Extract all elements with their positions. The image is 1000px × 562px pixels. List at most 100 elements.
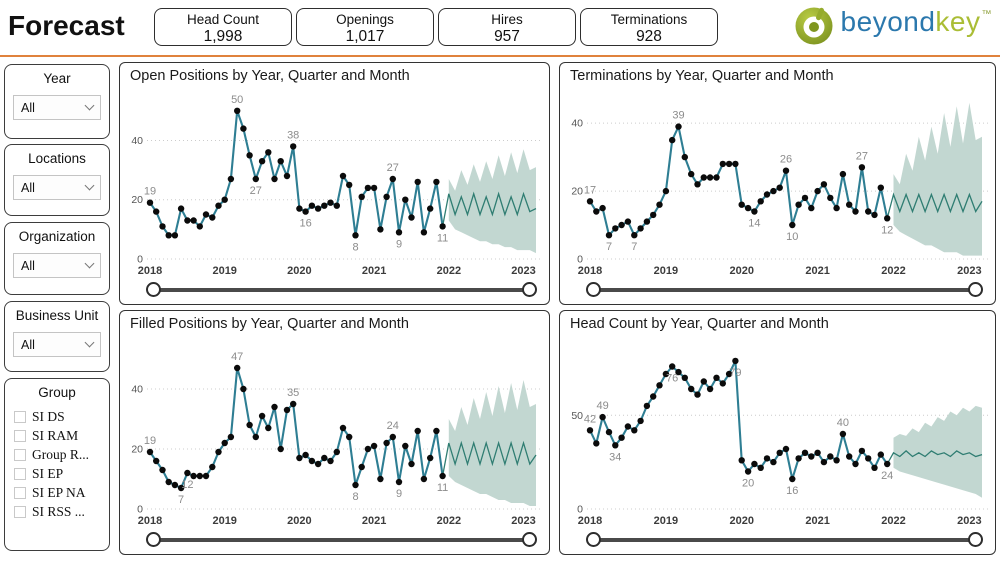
year-select[interactable]: All <box>13 95 101 120</box>
svg-text:2018: 2018 <box>138 265 162 277</box>
slider-handle-right[interactable] <box>522 282 537 297</box>
time-range-slider[interactable] <box>146 282 537 298</box>
svg-text:27: 27 <box>856 150 868 162</box>
chart-panel-open-positions: Open Positions by Year, Quarter and Mont… <box>119 62 550 305</box>
organization-select[interactable]: All <box>13 253 101 278</box>
terminations-chart: 0 20 40 2018 2019 2020 2021 2022 2023 17 7 7 39 14 26 1… <box>571 102 988 277</box>
svg-text:14: 14 <box>748 218 760 230</box>
svg-text:2019: 2019 <box>654 265 678 277</box>
svg-text:2023: 2023 <box>957 515 981 527</box>
group-checkbox-si-ep-na[interactable]: SI EP NA <box>5 483 109 502</box>
svg-text:7: 7 <box>631 241 637 253</box>
kpi-label: Openings <box>336 12 394 27</box>
svg-text:16: 16 <box>299 218 311 230</box>
chart-panel-filled-positions: Filled Positions by Year, Quarter and Mo… <box>119 310 550 555</box>
filter-card-business-unit: Business Unit All <box>4 301 110 372</box>
checkbox-icon[interactable] <box>14 467 26 480</box>
locations-select-value: All <box>21 180 35 195</box>
slider-handle-left[interactable] <box>586 532 601 547</box>
svg-text:2019: 2019 <box>654 515 678 527</box>
group-checkbox-si-ds[interactable]: SI DS <box>5 407 109 426</box>
svg-text:7: 7 <box>606 241 612 253</box>
svg-text:10: 10 <box>786 231 798 243</box>
svg-text:9: 9 <box>396 238 402 250</box>
slider-handle-right[interactable] <box>968 532 983 547</box>
svg-text:50: 50 <box>231 94 243 106</box>
svg-text:2018: 2018 <box>578 265 602 277</box>
svg-text:16: 16 <box>786 485 798 497</box>
filter-title: Group <box>38 385 76 400</box>
filled-positions-chart: 0 20 40 2018 2019 2020 2021 2022 2023 19 7 12 47 35 8 2… <box>131 351 542 527</box>
group-checkbox-si-rss[interactable]: SI RSS ... <box>5 502 109 521</box>
checkbox-icon[interactable] <box>14 410 26 423</box>
svg-text:40: 40 <box>837 417 849 429</box>
kpi-card-openings: Openings 1,017 <box>296 8 434 46</box>
brand-logo: beyondkey™ <box>794 5 992 45</box>
svg-text:35: 35 <box>287 387 299 399</box>
checkbox-icon[interactable] <box>14 505 26 518</box>
locations-select[interactable]: All <box>13 175 101 200</box>
svg-text:19: 19 <box>144 186 156 198</box>
chevron-down-icon <box>84 180 95 191</box>
filter-card-locations: Locations All <box>4 144 110 216</box>
svg-text:24: 24 <box>387 420 399 432</box>
checkbox-icon[interactable] <box>14 448 26 461</box>
svg-text:0: 0 <box>577 504 583 516</box>
kpi-row: Head Count 1,998 Openings 1,017 Hires 95… <box>154 8 718 46</box>
svg-text:8: 8 <box>352 491 358 503</box>
slider-handle-left[interactable] <box>586 282 601 297</box>
year-select-value: All <box>21 100 35 115</box>
svg-text:11: 11 <box>437 482 448 494</box>
time-range-slider[interactable] <box>586 532 983 548</box>
svg-text:79: 79 <box>729 367 741 379</box>
svg-text:2021: 2021 <box>805 515 829 527</box>
checkbox-icon[interactable] <box>14 486 26 499</box>
slider-track[interactable] <box>153 288 530 292</box>
slider-handle-right[interactable] <box>968 282 983 297</box>
chart-title: Filled Positions by Year, Quarter and Mo… <box>130 316 409 332</box>
group-checkbox-si-ep[interactable]: SI EP <box>5 464 109 483</box>
filter-card-organization: Organization All <box>4 222 110 295</box>
svg-text:2023: 2023 <box>511 265 535 277</box>
slider-handle-left[interactable] <box>146 282 161 297</box>
svg-text:19: 19 <box>144 435 156 447</box>
svg-text:0: 0 <box>137 254 143 266</box>
time-range-slider[interactable] <box>146 532 537 548</box>
slider-track[interactable] <box>153 538 530 542</box>
svg-text:2020: 2020 <box>287 515 311 527</box>
filter-title: Business Unit <box>15 308 99 323</box>
checkbox-icon[interactable] <box>14 429 26 442</box>
group-checkbox-list: SI DS SI RAM Group R... SI EP SI EP NA S… <box>5 407 109 521</box>
filter-title: Organization <box>18 229 96 244</box>
kpi-value: 928 <box>636 28 662 45</box>
svg-text:27: 27 <box>250 185 262 197</box>
business-unit-select[interactable]: All <box>13 332 101 357</box>
slider-track[interactable] <box>593 288 976 292</box>
svg-text:40: 40 <box>571 118 583 130</box>
svg-text:76: 76 <box>666 373 678 385</box>
slider-track[interactable] <box>593 538 976 542</box>
svg-text:2019: 2019 <box>212 265 236 277</box>
svg-text:20: 20 <box>131 444 143 456</box>
kpi-card-head-count: Head Count 1,998 <box>154 8 292 46</box>
svg-text:20: 20 <box>742 478 754 490</box>
svg-text:34: 34 <box>609 451 621 463</box>
kpi-value: 1,017 <box>345 28 385 45</box>
svg-text:12: 12 <box>881 224 893 236</box>
svg-text:38: 38 <box>287 129 299 141</box>
time-range-slider[interactable] <box>586 282 983 298</box>
svg-text:0: 0 <box>137 504 143 516</box>
svg-text:39: 39 <box>672 110 684 122</box>
svg-text:2021: 2021 <box>805 265 829 277</box>
kpi-value: 1,998 <box>203 28 243 45</box>
group-checkbox-si-ram[interactable]: SI RAM <box>5 426 109 445</box>
page-title: Forecast <box>8 10 125 41</box>
svg-text:17: 17 <box>584 184 596 196</box>
svg-text:50: 50 <box>571 410 583 422</box>
group-checkbox-group-r[interactable]: Group R... <box>5 445 109 464</box>
slider-handle-right[interactable] <box>522 532 537 547</box>
slider-handle-left[interactable] <box>146 532 161 547</box>
svg-text:27: 27 <box>387 162 399 174</box>
chart-title: Head Count by Year, Quarter and Month <box>570 316 829 332</box>
svg-text:0: 0 <box>577 254 583 266</box>
